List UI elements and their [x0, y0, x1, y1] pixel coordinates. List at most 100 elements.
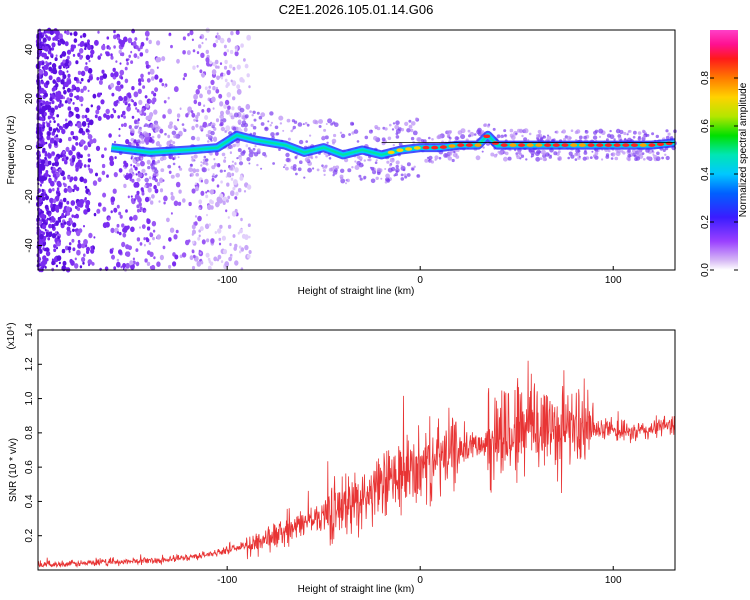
noise-dot	[122, 263, 127, 268]
x-tick-label: 100	[605, 275, 622, 286]
noise-dot	[124, 78, 129, 84]
noise-dot	[137, 197, 142, 203]
noise-dot	[72, 222, 77, 228]
halo-dot	[467, 129, 471, 133]
halo-dot	[555, 130, 559, 134]
noise-dot	[101, 163, 106, 169]
noise-dot	[153, 184, 157, 190]
halo-dot	[408, 124, 413, 129]
noise-dot	[229, 64, 233, 69]
halo-dot	[141, 168, 146, 173]
noise-dot	[55, 30, 60, 36]
noise-dot	[132, 41, 137, 47]
noise-dot	[41, 196, 46, 201]
track-hot-segment	[387, 150, 395, 155]
halo-dot	[221, 152, 226, 157]
halo-dot	[631, 149, 636, 154]
halo-dot	[209, 138, 213, 141]
halo-dot	[358, 174, 362, 178]
snr-x-ticks: -100 0 100	[217, 566, 622, 586]
halo-dot	[305, 140, 309, 143]
noise-dot	[143, 112, 147, 116]
noise-dot	[89, 138, 94, 145]
noise-dot	[219, 224, 223, 229]
noise-dot	[130, 226, 135, 233]
noise-dot	[227, 224, 232, 229]
noise-dot	[109, 155, 114, 162]
noise-dot	[151, 100, 155, 105]
halo-dot	[332, 174, 335, 177]
noise-dot	[82, 32, 87, 38]
noise-dot	[201, 41, 204, 45]
noise-dot	[206, 89, 212, 95]
noise-dot	[148, 182, 153, 187]
halo-dot	[380, 177, 383, 180]
noise-dot	[44, 195, 50, 201]
halo-dot	[353, 129, 359, 134]
noise-dot	[158, 200, 161, 203]
noise-dot	[85, 201, 89, 205]
halo-dot	[150, 165, 155, 170]
noise-dot	[189, 255, 194, 261]
halo-dot	[395, 170, 399, 173]
halo-dot	[504, 134, 507, 137]
halo-dot	[375, 159, 378, 162]
halo-dot	[333, 133, 337, 138]
halo-dot	[284, 164, 287, 167]
halo-dot	[395, 160, 400, 165]
noise-dot	[88, 167, 91, 171]
noise-dot	[90, 104, 94, 108]
noise-dot	[238, 157, 242, 161]
noise-dot	[204, 223, 210, 230]
halo-dot	[297, 122, 303, 127]
halo-dot	[591, 150, 594, 153]
noise-dot	[87, 164, 90, 168]
noise-dot	[111, 247, 114, 251]
noise-dot	[51, 223, 55, 229]
noise-dot	[113, 45, 116, 49]
noise-dot	[191, 188, 196, 194]
halo-dot	[363, 175, 367, 179]
noise-dot	[125, 209, 128, 213]
halo-dot	[270, 132, 275, 137]
noise-dot	[243, 58, 246, 62]
noise-dot	[61, 103, 64, 107]
halo-dot	[220, 126, 226, 132]
noise-dot	[192, 49, 196, 53]
halo-dot	[248, 152, 254, 158]
noise-dot	[92, 180, 98, 186]
noise-dot	[54, 179, 57, 183]
halo-dot	[190, 156, 194, 159]
noise-dot	[52, 116, 55, 121]
noise-dot	[163, 195, 168, 202]
noise-dot	[233, 246, 237, 251]
halo-dot	[578, 135, 583, 140]
noise-dot	[113, 140, 117, 144]
noise-dot	[247, 254, 251, 259]
halo-dot	[490, 152, 495, 157]
halo-dot	[404, 121, 409, 126]
halo-dot	[304, 157, 310, 163]
halo-dot	[157, 126, 161, 130]
y-tick-label: 40	[24, 44, 35, 56]
snr-y-axis-label: SNR (10 * v/v)	[8, 438, 19, 502]
noise-dot	[176, 113, 181, 118]
noise-dot	[142, 85, 146, 89]
noise-dot	[159, 188, 164, 193]
noise-dot	[167, 108, 172, 115]
halo-dot	[302, 123, 305, 126]
halo-dot	[406, 173, 411, 177]
halo-dot	[665, 129, 669, 133]
noise-dot	[58, 168, 63, 173]
noise-dot	[204, 178, 209, 185]
halo-dot	[503, 156, 508, 162]
halo-dot	[387, 136, 392, 141]
halo-dot	[239, 107, 245, 113]
noise-dot	[121, 223, 125, 228]
halo-dot	[160, 168, 165, 173]
halo-dot	[208, 123, 212, 127]
noise-dot	[58, 239, 62, 243]
noise-dot	[226, 172, 232, 178]
noise-dot	[154, 188, 159, 194]
halo-dot	[454, 136, 459, 141]
